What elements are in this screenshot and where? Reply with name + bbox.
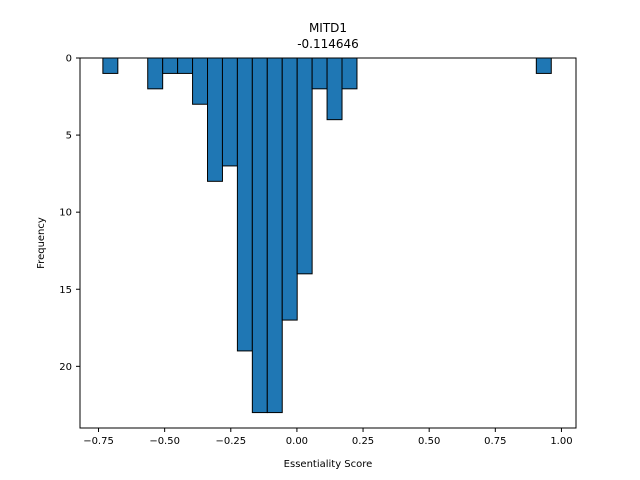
bars-group: [102, 57, 552, 414]
histogram-bar: [162, 57, 179, 74]
histogram-bar: [207, 57, 223, 182]
y-tick-label: 5: [66, 131, 72, 142]
histogram-bar: [296, 57, 313, 275]
y-tick-label: 0: [66, 54, 72, 65]
histogram-bar: [311, 57, 328, 90]
chart-title: MITD1: [309, 21, 347, 35]
y-axis-ticks: 0 5 10 15 20: [59, 54, 80, 373]
x-tick-label: −0.50: [149, 436, 180, 447]
y-tick-label: 20: [59, 362, 72, 373]
histogram-bar: [221, 57, 238, 167]
plot-frame: [79, 57, 577, 429]
x-axis-ticks: −0.75 −0.50 −0.25 0.00 0.25 0.50 0.75 1.00: [83, 428, 573, 447]
histogram-bar: [281, 57, 298, 321]
histogram-bar: [251, 57, 268, 414]
x-tick-label: −0.75: [83, 436, 114, 447]
y-axis-label: Frequency: [36, 217, 47, 269]
x-tick-label: 0.25: [352, 436, 374, 447]
x-tick-label: 0.75: [484, 436, 506, 447]
histogram-bar: [102, 57, 119, 74]
x-axis-label: Essentiality Score: [284, 459, 373, 470]
histogram-bar: [341, 57, 358, 90]
histogram-bar: [147, 57, 164, 90]
x-tick-label: 0.00: [286, 436, 308, 447]
y-tick-label: 15: [59, 285, 72, 296]
histogram-bar: [326, 57, 343, 121]
y-tick-label: 10: [59, 208, 72, 219]
x-tick-label: 0.50: [418, 436, 440, 447]
x-tick-label: −0.25: [215, 436, 246, 447]
histogram-bar: [535, 57, 552, 74]
histogram-bar: [236, 57, 253, 352]
histogram-bar: [266, 57, 283, 414]
chart-subtitle: -0.114646: [297, 37, 359, 51]
histogram-bar: [177, 57, 194, 74]
histogram-bar: [192, 57, 209, 105]
x-tick-label: 1.00: [550, 436, 572, 447]
